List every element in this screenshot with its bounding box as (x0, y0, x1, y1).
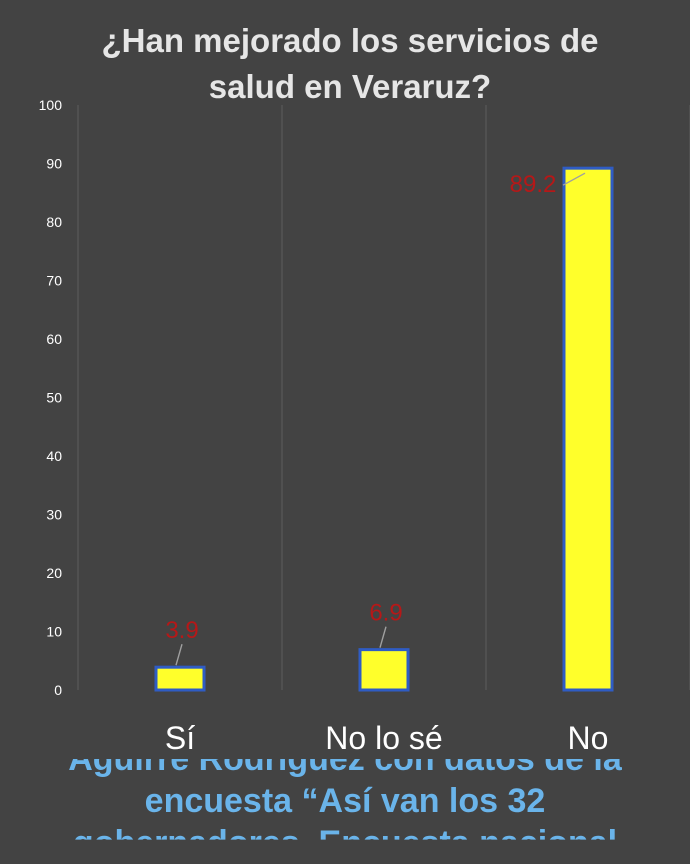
y-tick-label-7: 70 (46, 273, 62, 289)
y-tick-label-6: 60 (46, 331, 62, 347)
x-axis-ticks: Sí No lo sé No (165, 720, 609, 756)
caption-line-3: gobernadores. Encuesta nacional (72, 824, 618, 862)
x-tick-label-1: No lo sé (325, 720, 442, 756)
chart-title-line-2: salud en Veraruz? (208, 68, 492, 105)
caption-line-1: Aguirre Rodríguez con datos de la (68, 740, 622, 778)
bar-1 (358, 648, 410, 692)
y-tick-label-9: 90 (46, 156, 62, 172)
leader-line-1 (379, 626, 387, 648)
leader-line-0 (175, 643, 183, 666)
leader-line-2 (562, 172, 586, 186)
chart-slide: Aguirre Rodríguez con datos de la encues… (39, 18, 690, 840)
data-label-0: 3.9 (165, 617, 198, 644)
y-tick-label-8: 80 (46, 214, 62, 230)
bar-chart: 0 10 20 30 40 50 60 70 80 90 100 3.9 6.9 89.2 Sí No l… (39, 97, 690, 756)
y-tick-label-4: 40 (46, 448, 62, 464)
y-axis-ticks: 0 10 20 30 40 50 60 70 80 90 100 (39, 97, 63, 698)
gridlines (77, 105, 690, 690)
y-tick-label-10: 100 (39, 97, 63, 113)
x-tick-label-0: Sí (165, 720, 195, 756)
x-tick-label-2: No (568, 720, 609, 756)
data-labels: 3.9 6.9 89.2 (165, 171, 586, 666)
y-tick-label-2: 20 (46, 565, 62, 581)
data-label-1: 6.9 (369, 600, 402, 627)
bar-0 (154, 665, 206, 692)
y-tick-label-5: 50 (46, 390, 62, 406)
y-tick-label-1: 10 (46, 624, 62, 640)
bars (154, 166, 614, 692)
bar-2 (562, 166, 614, 692)
y-tick-label-3: 30 (46, 507, 62, 523)
chart-title-line-1: ¿Han mejorado los servicios de (101, 22, 599, 59)
chart-title: ¿Han mejorado los servicios de salud en … (60, 18, 640, 110)
data-label-2: 89.2 (510, 171, 557, 198)
caption-line-2: encuesta “Así van los 32 (144, 782, 546, 820)
y-tick-label-0: 0 (54, 682, 62, 698)
